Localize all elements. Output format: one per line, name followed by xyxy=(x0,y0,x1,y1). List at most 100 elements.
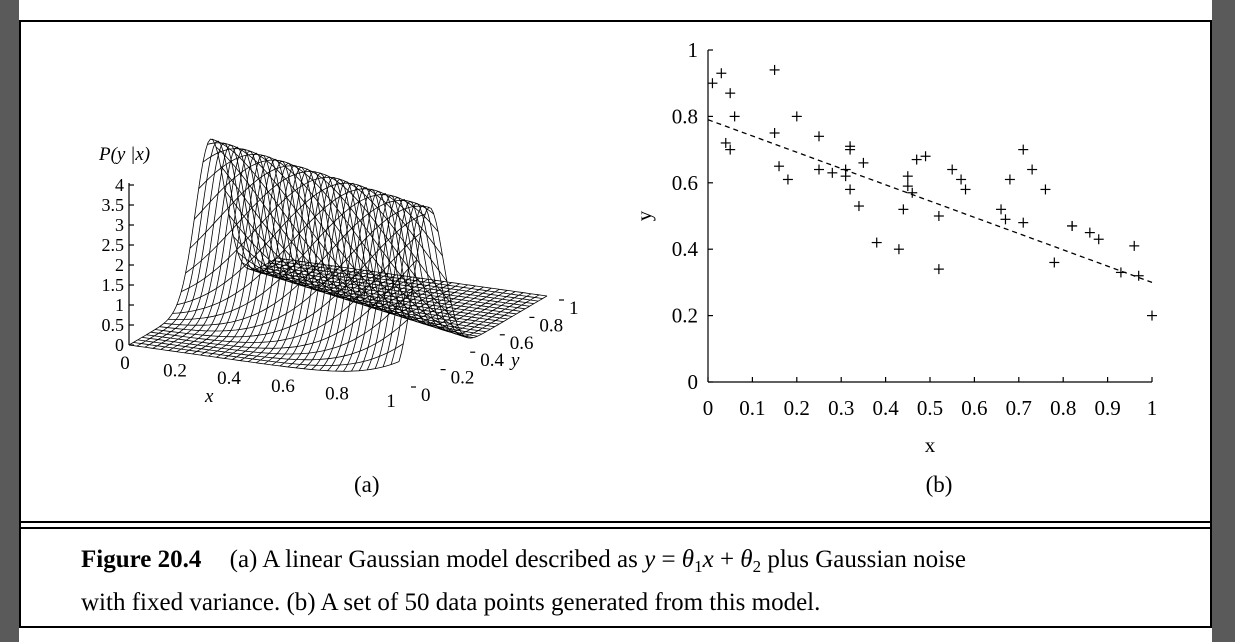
x-tick-label: 0.5 xyxy=(917,396,943,420)
mesh-line-y xyxy=(311,184,460,370)
x-tick-label: 0.3 xyxy=(828,396,854,420)
data-point xyxy=(902,181,913,192)
mesh-line-y xyxy=(319,187,468,371)
data-point xyxy=(920,151,931,162)
data-point xyxy=(1084,227,1095,238)
y-tick-label: 0.6 xyxy=(672,171,698,195)
mesh-line-y xyxy=(255,171,405,364)
data-point xyxy=(827,167,838,178)
mesh-line-y xyxy=(216,161,365,358)
mesh-line-y xyxy=(279,177,429,367)
data-point xyxy=(907,187,918,198)
fit-line xyxy=(707,119,1153,284)
mesh-line-y xyxy=(144,142,294,348)
mesh-line-y xyxy=(343,193,492,372)
y-tick-label: 0.2 xyxy=(672,304,698,328)
caption-line-1: Figure 20.4 (a) A linear Gaussian model … xyxy=(81,542,1181,585)
x-tick-label: 0.4 xyxy=(872,396,899,420)
data-point xyxy=(1027,164,1038,175)
bottom-rule xyxy=(19,626,1212,628)
z-tick-label: 2 xyxy=(115,255,124,275)
panel-b-scatter-plot: 0 0.2 0.4 0.6 0.8 1 0 0.1 0.2 0.3 0.4 0.5 0.6 0.7 0.8… xyxy=(632,38,1157,497)
data-point xyxy=(814,131,824,142)
data-point xyxy=(1147,310,1157,321)
y-axis-ticks: 0 0.20.4 0.60.8 1 xyxy=(411,298,579,406)
figure-caption: Figure 20.4 (a) A linear Gaussian model … xyxy=(81,542,1181,621)
caption-divider-top xyxy=(19,521,1212,523)
mesh-line-y xyxy=(160,146,309,350)
mesh-line-y xyxy=(351,194,500,372)
data-point xyxy=(902,171,913,182)
x-axis-ticks: 0 0.2 0.4 0.6 0.8 1 xyxy=(120,353,396,412)
data-point xyxy=(840,171,851,182)
data-point xyxy=(791,111,802,122)
data-point xyxy=(1018,217,1029,228)
x-tick-label: 0.7 xyxy=(1006,396,1032,420)
y-tick-label: 0.4 xyxy=(480,350,504,371)
data-point xyxy=(956,174,967,185)
x-tick-label: 0.6 xyxy=(961,396,987,420)
data-point xyxy=(1129,240,1140,251)
x-tick-label: 0 xyxy=(120,353,130,374)
data-point xyxy=(814,164,824,175)
y-axis-title: y xyxy=(632,210,656,221)
x-tick-label: 0.8 xyxy=(325,383,349,404)
data-point xyxy=(729,111,740,122)
z-tick-label: 3.5 xyxy=(102,195,125,215)
data-point xyxy=(769,128,780,138)
x-tick-label: 0.6 xyxy=(271,376,295,397)
z-tick-label: 2.5 xyxy=(102,235,125,255)
data-point xyxy=(1040,184,1051,195)
x-tick-label: 0.8 xyxy=(1050,396,1076,420)
y-tick-label: 0 xyxy=(421,385,431,406)
mesh-line-y xyxy=(335,190,484,372)
y-axis-label: y xyxy=(509,350,520,371)
surface-mesh xyxy=(128,138,548,372)
data-point xyxy=(960,184,971,195)
top-rule xyxy=(19,20,1212,22)
x-tick-label: 0.2 xyxy=(784,396,810,420)
mesh-line-y xyxy=(152,145,302,349)
caption-divider-bottom xyxy=(19,527,1212,529)
x-tick-label: 1 xyxy=(386,391,396,412)
y-tick-label: 0.8 xyxy=(672,104,698,128)
x-tick-label: 0 xyxy=(703,396,714,420)
mesh-line-y xyxy=(374,200,524,369)
caption-equation: y = θ1x + θ2 xyxy=(644,546,762,576)
data-point xyxy=(725,88,736,99)
mesh-line-y xyxy=(295,181,444,369)
x-tick-label: 0.9 xyxy=(1094,396,1120,420)
y-tick-label: 1 xyxy=(569,298,579,319)
figure-area: 4 3.5 3 2.5 2 1.5 1 0.5 0 P(y |x) 0 0.2 0.4 0.6 0.8 1… xyxy=(19,0,1212,520)
panel-a-label: (a) xyxy=(354,472,380,497)
mesh-line-y xyxy=(200,156,349,356)
mesh-line-y xyxy=(358,197,508,371)
caption-text-2: plus Gaussian noise xyxy=(767,546,966,573)
y-tick-label: 0.2 xyxy=(451,368,475,389)
data-point xyxy=(1018,144,1029,155)
z-tick-label: 1 xyxy=(115,295,124,315)
caption-line-2: with fixed variance. (b) A set of 50 dat… xyxy=(81,589,821,616)
z-tick-label: 4 xyxy=(115,175,124,195)
z-tick-label: 1.5 xyxy=(102,275,125,295)
data-point xyxy=(725,144,736,155)
x-axis-title: x xyxy=(925,433,936,457)
data-point xyxy=(893,244,904,255)
y-tick-label: 0.8 xyxy=(539,315,563,336)
data-point xyxy=(911,154,922,165)
data-point xyxy=(707,78,718,89)
page: 4 3.5 3 2.5 2 1.5 1 0.5 0 P(y |x) 0 0.2 0.4 0.6 0.8 1… xyxy=(19,0,1212,642)
mesh-line-x xyxy=(185,171,456,321)
mesh-line-y xyxy=(382,203,532,368)
mesh-line-y xyxy=(168,148,317,351)
data-point xyxy=(933,264,944,275)
data-point xyxy=(720,137,731,148)
y-tick-label: 1 xyxy=(688,38,699,62)
y-tick-label: 0.4 xyxy=(672,237,699,261)
x-axis-label: x xyxy=(204,386,214,407)
data-point xyxy=(1004,174,1015,185)
x-tick-label: 1 xyxy=(1147,396,1158,420)
data-point xyxy=(774,161,785,172)
data-point xyxy=(1093,234,1104,245)
mesh-line-y xyxy=(224,162,373,359)
